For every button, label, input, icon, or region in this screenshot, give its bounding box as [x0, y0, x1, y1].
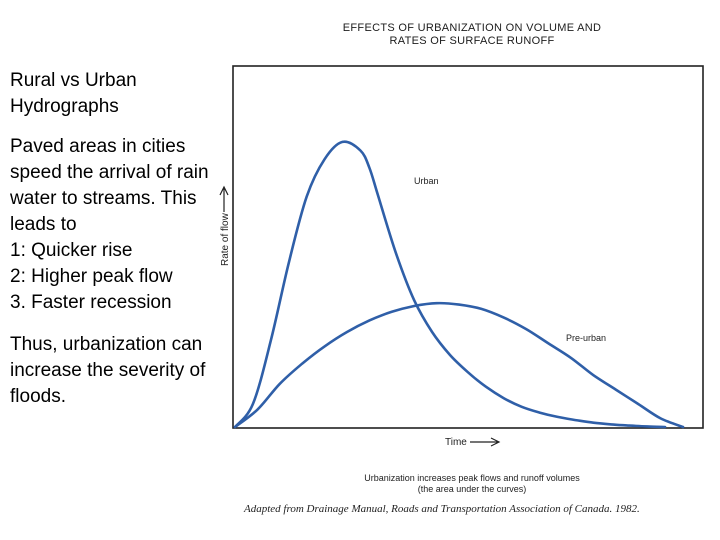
slide-text-panel: Rural vs Urban Hydrographs Paved areas i…	[10, 68, 210, 410]
slide-title: Rural vs Urban Hydrographs	[10, 70, 137, 117]
point-1: 1: Quicker rise	[10, 240, 133, 261]
slide-paragraph-intro: Paved areas in cities speed the arrival …	[10, 134, 210, 316]
caption-line-2: (the area under the curves)	[417, 484, 527, 494]
x-axis-label: Time	[445, 437, 467, 448]
series-line-urban	[233, 140, 667, 429]
slide-paragraph-conclusion: Thus, urbanization can increase the seve…	[10, 334, 206, 407]
caption-line-1: Urbanization increases peak flows and ru…	[364, 473, 580, 483]
series-line-pre-urban	[233, 301, 685, 429]
y-axis-label: Rate of flow	[220, 212, 231, 266]
figure-title: EFFECTS OF URBANIZATION ON VOLUME AND RA…	[322, 22, 622, 48]
point-3: 3. Faster recession	[10, 292, 172, 313]
point-2: 2: Higher peak flow	[10, 266, 173, 287]
plot-frame	[232, 65, 704, 429]
x-axis-arrow	[470, 437, 501, 447]
figure-title-line-1: EFFECTS OF URBANIZATION ON VOLUME AND	[342, 22, 602, 34]
series-label-urban: Urban	[414, 176, 439, 186]
series-label-pre-urban: Pre-urban	[566, 333, 606, 343]
intro-text: Paved areas in cities speed the arrival …	[10, 136, 209, 235]
y-axis-arrow	[219, 185, 229, 212]
figure-source: Adapted from Drainage Manual, Roads and …	[244, 503, 640, 515]
figure-title-line-2: RATES OF SURFACE RUNOFF	[389, 35, 555, 47]
figure-caption: Urbanization increases peak flows and ru…	[332, 473, 612, 495]
